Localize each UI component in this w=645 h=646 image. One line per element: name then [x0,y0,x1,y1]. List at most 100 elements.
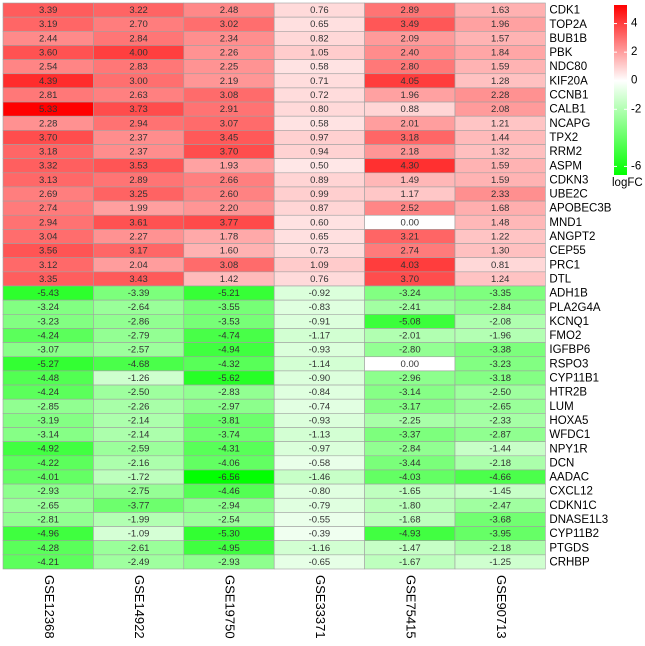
cell-label: 2.37 [129,132,148,143]
cell-label: -5.08 [399,316,421,327]
cell-label: 0.50 [310,161,329,172]
cell-label: 3.32 [39,161,58,172]
cell-label: 2.60 [220,189,239,200]
cell-label: 1.78 [220,231,239,242]
row-label: TOP2A [549,19,587,31]
cell-label: -0.79 [309,500,331,511]
colorbar-tick-label: 0 [631,75,637,87]
cell-label: 2.89 [401,5,420,16]
row-label: LUM [549,401,573,413]
cell-label: 0.76 [310,5,329,16]
cell-label: -2.18 [489,543,511,554]
cell-label: -4.95 [218,543,240,554]
cell-label: -3.77 [128,500,150,511]
cell-label: -3.55 [218,302,240,313]
cell-label: -1.99 [128,514,150,525]
cell-label: 0.99 [310,189,329,200]
cell-label: -1.09 [128,529,150,540]
cell-label: -1.25 [489,557,511,568]
cell-label: 1.59 [491,62,510,73]
cell-label: -4.32 [218,359,240,370]
cell-label: -1.80 [399,500,421,511]
cell-label: 5.33 [39,104,58,115]
cell-label: 3.60 [39,48,58,59]
cell-label: 3.17 [129,246,148,257]
cell-label: -2.81 [37,514,59,525]
cell-label: 0.65 [310,19,329,30]
cell-label: 2.54 [39,62,58,73]
cell-label: -6.56 [218,472,240,483]
cell-label: 3.70 [401,274,420,285]
cell-label: 4.39 [39,76,58,87]
cell-label: 1.99 [129,203,148,214]
cell-label: -3.14 [399,387,421,398]
cell-label: -3.68 [489,514,511,525]
cell-label: 2.34 [220,33,239,44]
cell-label: 2.83 [129,62,148,73]
cell-label: 1.96 [401,90,420,101]
cell-label: 1.96 [491,19,510,30]
cell-label: 2.37 [129,147,148,158]
cell-label: 2.28 [39,118,58,129]
cell-label: 3.00 [129,76,148,87]
cell-label: 0.80 [310,104,329,115]
row-label: CALB1 [549,104,585,116]
cell-label: -0.97 [309,444,331,455]
row-label: MND1 [549,217,582,229]
row-label: PLA2G4A [549,302,600,314]
cell-label: -4.94 [218,345,240,356]
cell-label: -3.23 [37,316,59,327]
row-label: PBK [549,47,572,59]
cell-label: -4.22 [37,458,59,469]
cell-label: -2.61 [128,543,150,554]
cell-label: -0.55 [309,514,331,525]
row-label: CEP55 [549,245,585,257]
row-label: DCN [549,457,574,469]
column-label: GSE14922 [132,575,147,639]
cell-label: -1.16 [309,543,331,554]
cell-label: -2.93 [37,486,59,497]
row-label: ASPM [549,160,582,172]
row-label: ANGPT2 [549,231,595,243]
cell-label: 1.68 [491,203,510,214]
cell-label: 2.09 [401,33,420,44]
cell-label: 2.81 [39,90,58,101]
cell-label: -2.41 [399,302,421,313]
cell-label: -5.21 [218,288,240,299]
colorbar-tick-label: -6 [631,160,641,172]
cell-label: -3.24 [399,288,421,299]
cell-label: 4.05 [401,76,420,87]
cell-label: -2.79 [128,331,150,342]
column-label: GSE90713 [494,575,509,639]
row-label: CCNB1 [549,90,588,102]
row-label: CYP11B1 [549,373,599,385]
cell-label: 3.25 [129,189,148,200]
cell-label: 2.33 [491,189,510,200]
cell-label: -1.72 [128,472,150,483]
cell-label: -4.31 [218,444,240,455]
cell-label: 2.70 [129,19,148,30]
cell-label: 3.18 [401,132,420,143]
colorbar-title: logFC [612,177,643,189]
cell-label: 3.22 [129,5,148,16]
cell-label: -2.93 [218,557,240,568]
cell-label: 1.49 [401,175,420,186]
cell-label: 0.00 [401,217,420,228]
row-label: CDKN1C [549,500,596,512]
cell-label: 2.91 [220,104,239,115]
cell-label: -2.64 [128,302,150,313]
cell-label: 2.18 [401,147,420,158]
cell-label: -2.50 [128,387,150,398]
row-label: DTL [549,273,571,285]
cell-label: -5.27 [37,359,59,370]
cell-label: 1.57 [491,33,510,44]
cell-label: 2.84 [129,33,148,44]
row-label: PTGDS [549,542,589,554]
row-label: KIF20A [549,75,588,87]
cell-label: 0.60 [310,217,329,228]
cell-label: -3.19 [37,415,59,426]
cell-label: 0.72 [310,90,329,101]
cell-label: 3.70 [220,147,239,158]
cell-label: 0.58 [310,118,329,129]
cell-label: -3.38 [489,345,511,356]
